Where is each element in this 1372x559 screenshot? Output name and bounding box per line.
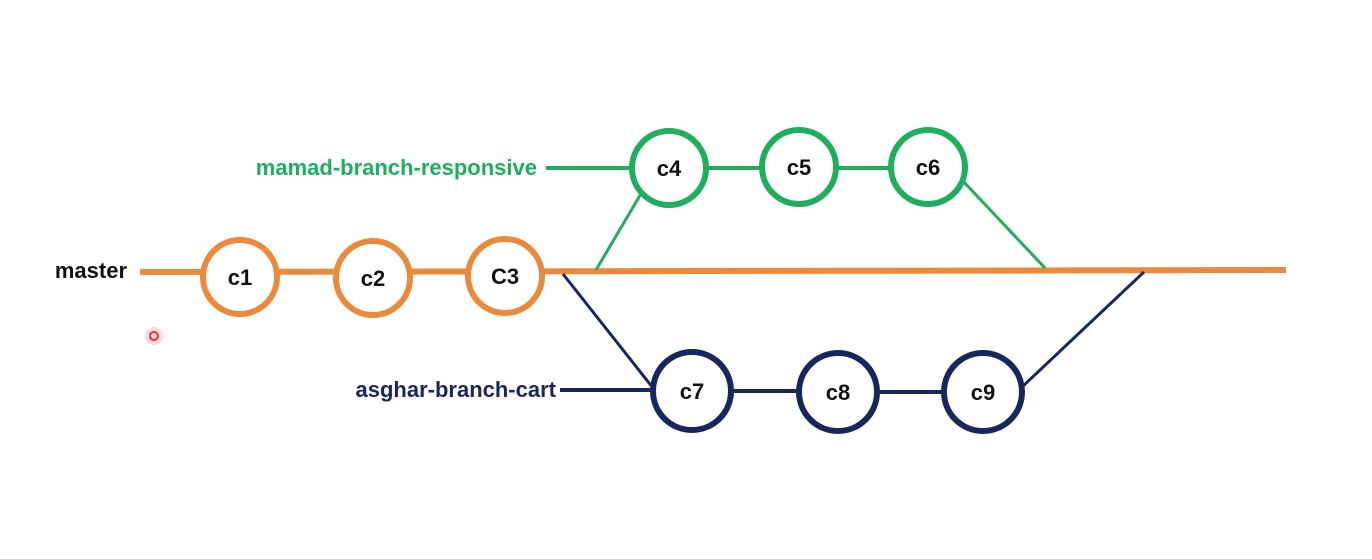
commit-node-c4 [629,128,709,208]
master-line-group [139,267,1287,275]
commit-node-c9 [941,350,1025,434]
master-commits: c1 c2 C3 [200,236,545,318]
commit-node-c2 [333,238,413,318]
responsive-line-group [546,166,1047,271]
cursor-dot-icon [145,327,163,345]
commit-label: c2 [361,266,385,291]
commit-node-c3 [465,236,545,316]
commit-node-c7 [650,349,734,433]
commit-label: c9 [971,380,995,405]
commit-label: c4 [657,156,682,181]
commit-label: c5 [787,155,811,180]
commit-label: C3 [491,264,519,289]
commit-node-c1 [200,237,280,317]
branch-label-master: master [55,258,128,283]
responsive-commits: c4 c5 c6 [629,127,968,208]
commit-node-c6 [888,127,968,207]
branch-label-cart: asghar-branch-cart [355,377,556,402]
cart-line-group [560,270,1146,394]
commit-label: c6 [916,155,940,180]
commit-label: c8 [826,380,850,405]
cart-merge-line [1020,270,1146,389]
cart-fork-line [561,273,655,389]
master-line [139,267,1287,275]
commit-label: c1 [228,265,252,290]
responsive-fork-line [594,191,644,271]
commit-node-c5 [759,127,839,207]
cart-commits: c7 c8 c9 [650,349,1025,434]
responsive-merge-line [960,178,1047,270]
commit-node-c8 [796,350,880,434]
branch-label-responsive: mamad-branch-responsive [256,155,537,180]
commit-label: c7 [680,379,704,404]
